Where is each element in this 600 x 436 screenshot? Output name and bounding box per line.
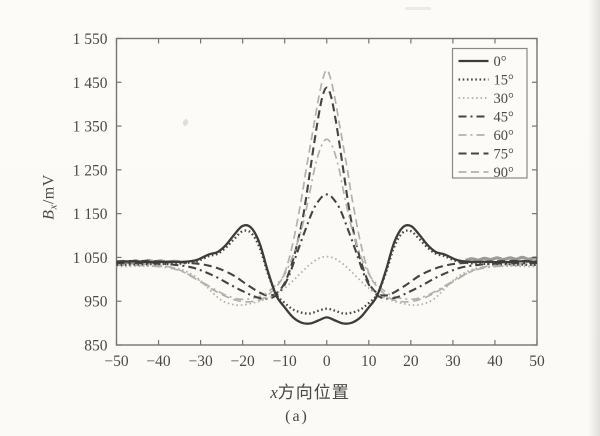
y-tick-label: 850 <box>84 338 108 355</box>
y-axis-title: Bx/mV <box>41 174 60 220</box>
y-tick-label: 1 250 <box>73 162 108 179</box>
x-tick-label: −30 <box>188 353 212 370</box>
x-tick-label: 10 <box>361 353 377 370</box>
series-line-30deg <box>116 255 537 307</box>
y-tick-label: 1 050 <box>73 250 108 267</box>
x-axis-title: x方向位置 <box>230 378 390 403</box>
curves-group <box>116 69 537 325</box>
y-axis-unit: /mV <box>40 174 58 205</box>
legend-label: 0° <box>494 54 507 70</box>
legend-label: 45° <box>494 110 515 126</box>
scan-noise-band <box>465 255 537 263</box>
series-line-60deg <box>116 138 537 301</box>
series-line-15deg <box>116 229 537 315</box>
legend-label: 60° <box>494 128 515 144</box>
scan-smudge <box>405 7 431 10</box>
x-tick-label: 40 <box>487 353 503 370</box>
x-tick-label: 50 <box>529 353 545 370</box>
legend-label: 90° <box>494 165 515 181</box>
x-tick-label: 20 <box>403 353 419 370</box>
y-axis-symbol: B <box>40 209 58 220</box>
series-line-45deg <box>116 193 537 300</box>
legend-box <box>451 47 528 179</box>
x-tick-label: −50 <box>104 353 128 370</box>
series-line-0deg <box>116 224 537 325</box>
legend-label: 30° <box>494 91 515 107</box>
y-tick-label: 1 150 <box>73 206 108 223</box>
legend-label: 15° <box>494 73 515 89</box>
y-tick-label: 1 350 <box>73 119 108 136</box>
x-axis-symbol: x <box>270 383 278 402</box>
y-tick-label: 1 450 <box>73 75 108 92</box>
x-tick-label: −40 <box>146 353 170 370</box>
series-line-75deg <box>116 86 537 297</box>
y-tick-label: 950 <box>84 294 108 311</box>
y-axis-subscript: x <box>47 204 60 210</box>
series-line-90deg <box>116 69 537 303</box>
subfigure-caption: (a) <box>285 408 309 425</box>
x-tick-label: 30 <box>445 353 461 370</box>
y-tick-label: 1 550 <box>73 31 108 48</box>
legend-label: 75° <box>494 147 515 163</box>
x-tick-label: 0 <box>323 353 331 370</box>
x-axis-title-text: 方向位置 <box>277 383 350 402</box>
x-tick-label: −20 <box>231 353 255 370</box>
x-tick-label: −10 <box>273 353 297 370</box>
scan-noise-band <box>116 258 180 265</box>
